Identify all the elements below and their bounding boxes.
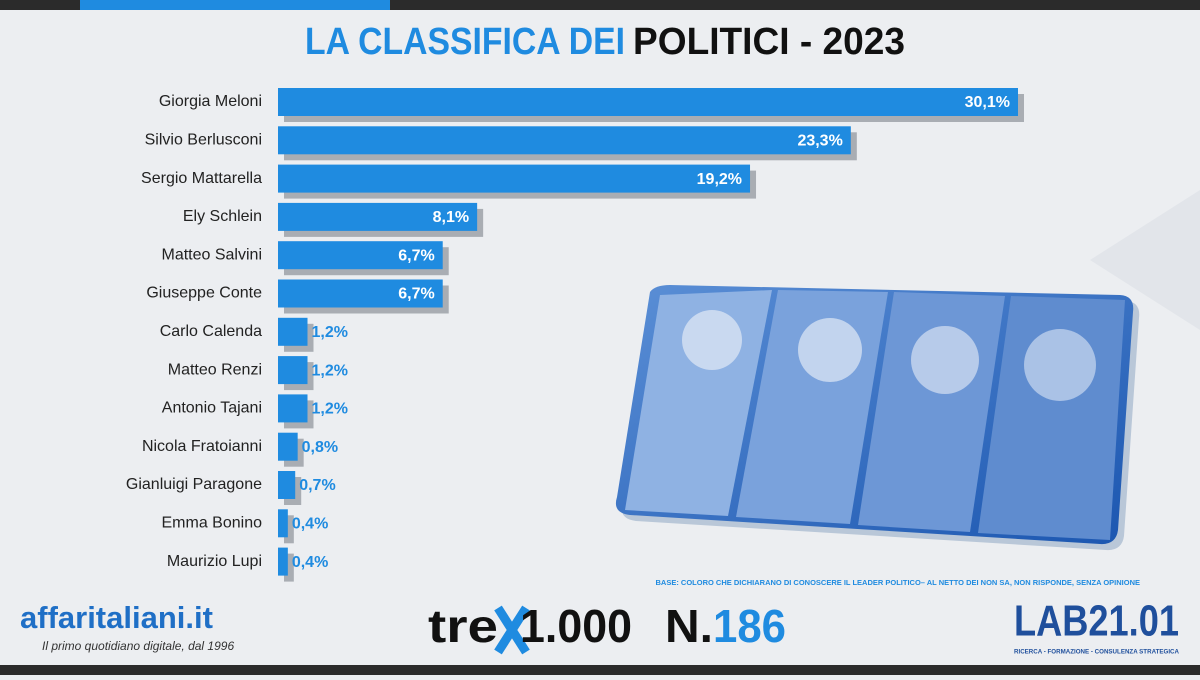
brand: affaritaliani.it bbox=[20, 600, 213, 635]
category-label: Sergio Mattarella bbox=[141, 170, 262, 187]
bar bbox=[278, 394, 308, 423]
value-label: 23,3% bbox=[797, 133, 842, 150]
bottom-strip bbox=[0, 665, 1200, 675]
bar bbox=[278, 279, 443, 308]
chart-title: LA CLASSIFICA DEI bbox=[305, 21, 625, 63]
bar bbox=[278, 202, 478, 231]
bar bbox=[278, 126, 851, 155]
photo-card bbox=[615, 285, 1140, 551]
bar bbox=[278, 432, 298, 461]
bar bbox=[278, 547, 288, 576]
category-label: Antonio Tajani bbox=[162, 400, 262, 417]
value-label: 0,4% bbox=[292, 554, 328, 571]
bar bbox=[278, 356, 308, 385]
value-label: 1,2% bbox=[312, 324, 348, 341]
issue: N. bbox=[665, 600, 713, 652]
category-label: Giorgia Meloni bbox=[159, 93, 262, 110]
value-label: 1,2% bbox=[312, 401, 348, 418]
top-accent bbox=[80, 0, 390, 10]
issue: 186 bbox=[713, 600, 786, 652]
tagline: Il primo quotidiano digitale, dal 1996 bbox=[42, 639, 234, 653]
category-label: Emma Bonino bbox=[162, 515, 263, 532]
chart-title: POLITICI - 2023 bbox=[633, 21, 905, 63]
value-label: 8,1% bbox=[433, 209, 469, 226]
category-label: Carlo Calenda bbox=[160, 323, 262, 340]
bar bbox=[278, 241, 443, 270]
value-label: 30,1% bbox=[965, 94, 1010, 111]
logo-text: tre bbox=[428, 600, 498, 652]
value-label: 0,8% bbox=[302, 439, 338, 456]
category-label: Matteo Renzi bbox=[168, 361, 262, 378]
category-label: Gianluigi Paragone bbox=[126, 476, 262, 493]
value-label: 0,4% bbox=[292, 516, 328, 533]
category-label: Giuseppe Conte bbox=[146, 285, 262, 302]
category-label: Ely Schlein bbox=[183, 208, 262, 225]
logo-x bbox=[494, 605, 530, 655]
bar bbox=[278, 88, 1018, 116]
decor bbox=[1090, 190, 1200, 330]
top-strip bbox=[0, 0, 1200, 10]
category-label: Silvio Berlusconi bbox=[145, 132, 262, 149]
value-label: 19,2% bbox=[697, 171, 742, 188]
value-label: 6,7% bbox=[398, 247, 434, 264]
bar bbox=[278, 509, 288, 538]
logo-text: 1.000 bbox=[520, 600, 632, 652]
bar bbox=[278, 471, 296, 499]
category-label: Matteo Salvini bbox=[162, 246, 263, 263]
lab-tagline: RICERCA - FORMAZIONE - CONSULENZA STRATE… bbox=[1014, 650, 1180, 656]
value-label: 1,2% bbox=[312, 362, 348, 379]
bar bbox=[278, 317, 308, 346]
bar-shadow bbox=[284, 553, 294, 582]
value-label: 0,7% bbox=[299, 477, 335, 494]
lab-logo: LAB21.01 bbox=[1014, 597, 1179, 646]
note: BASE: COLORO CHE DICHIARANO DI CONOSCERE… bbox=[656, 578, 1141, 587]
category-label: Nicola Fratoianni bbox=[142, 438, 262, 455]
bar-shadow bbox=[284, 515, 294, 544]
value-label: 6,7% bbox=[398, 286, 434, 303]
category-label: Maurizio Lupi bbox=[167, 553, 262, 570]
bar bbox=[278, 164, 751, 193]
